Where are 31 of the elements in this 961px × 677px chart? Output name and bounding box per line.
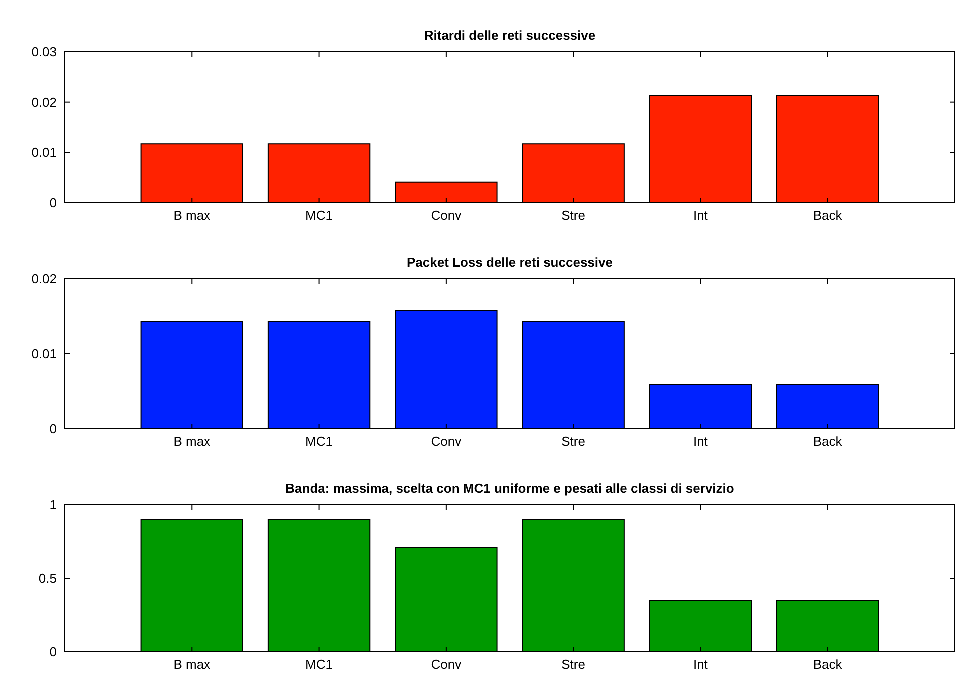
y-tick-label: 0.02 xyxy=(32,94,57,110)
x-tick-label: MC1 xyxy=(306,208,334,223)
x-tick-label: Conv xyxy=(431,657,462,672)
chart-title: Ritardi delle reti successive xyxy=(424,28,596,43)
x-tick-label: MC1 xyxy=(306,434,334,449)
y-tick-label: 1 xyxy=(50,498,57,513)
y-tick-label: 0.01 xyxy=(32,145,57,160)
x-tick-label: Back xyxy=(813,208,843,223)
x-tick-label: Stre xyxy=(562,208,586,223)
y-tick-label: 0 xyxy=(50,422,57,437)
x-tick-label: MC1 xyxy=(306,657,334,672)
y-tick-label: 0.5 xyxy=(38,571,57,586)
x-tick-label: Stre xyxy=(562,657,586,672)
x-tick-label: Int xyxy=(693,657,708,672)
x-tick-label: Conv xyxy=(431,434,462,449)
x-tick-label: B max xyxy=(174,657,212,672)
x-tick-label: Back xyxy=(813,434,843,449)
y-tick-label: 0.03 xyxy=(32,44,57,60)
y-tick-label: 0 xyxy=(50,644,57,660)
x-tick-label: Int xyxy=(693,208,708,223)
x-tick-label: Stre xyxy=(562,434,586,449)
x-tick-label: Int xyxy=(693,434,708,449)
x-tick-label: Back xyxy=(813,657,843,672)
x-tick-label: B max xyxy=(174,208,212,223)
y-tick-label: 0.02 xyxy=(32,272,57,287)
x-tick-label: B max xyxy=(174,434,212,449)
y-tick-label: 0.01 xyxy=(32,346,57,362)
y-tick-label: 0 xyxy=(50,196,57,211)
chart-title: Banda: massima, scelta con MC1 uniforme e pesati alle classi di servizio xyxy=(286,481,734,496)
x-tick-label: Conv xyxy=(431,208,462,223)
chart-title: Packet Loss delle reti successive xyxy=(407,255,613,270)
